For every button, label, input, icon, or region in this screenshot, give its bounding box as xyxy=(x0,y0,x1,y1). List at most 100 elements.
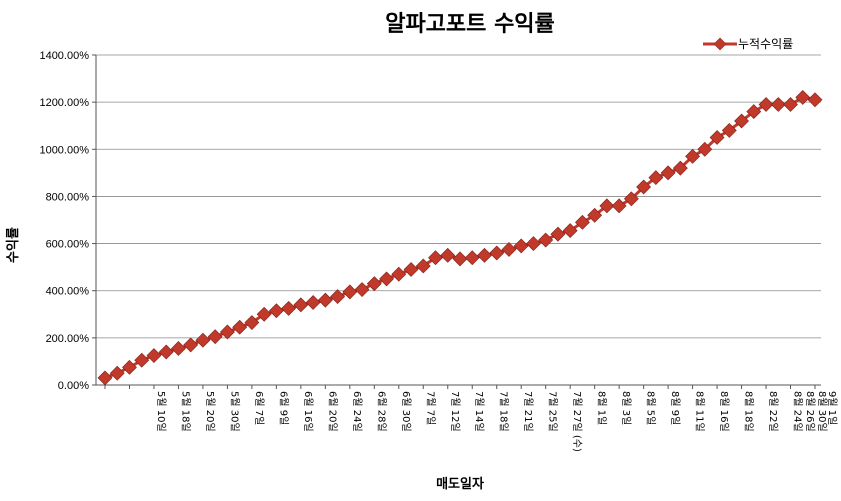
x-tick-label: 6월 9일 xyxy=(277,391,289,425)
data-point xyxy=(293,297,309,313)
data-point xyxy=(366,276,382,292)
x-tick-label: 7월 14일 xyxy=(473,391,485,432)
data-point xyxy=(281,300,297,316)
x-tick-label: 5월 30일 xyxy=(228,391,240,432)
data-point xyxy=(697,141,713,157)
data-point xyxy=(268,303,284,319)
data-point xyxy=(428,250,443,266)
x-tick-label: 8월 26일 xyxy=(804,391,816,432)
data-point xyxy=(109,365,125,381)
data-point xyxy=(171,341,186,356)
x-axis-ticks: 5월 10일 5월 18일 5월 20일 5월 30일 6월 7일 6월 9일 6월 16일… xyxy=(104,385,838,452)
data-point xyxy=(783,97,798,112)
x-tick-label: 6월 20일 xyxy=(326,391,338,432)
data-point xyxy=(734,113,749,129)
data-point xyxy=(207,329,223,345)
y-tick-label: 400.00% xyxy=(46,286,90,298)
data-point xyxy=(501,242,517,257)
data-point xyxy=(379,271,394,287)
y-tick-label: 1000.00% xyxy=(39,144,89,156)
data-point xyxy=(317,292,333,308)
data-point xyxy=(538,232,554,248)
data-point xyxy=(403,262,419,277)
axes xyxy=(95,55,821,386)
data-point xyxy=(758,97,774,112)
x-tick-label: 8월 11일 xyxy=(694,391,706,432)
x-tick-label: 6월 30일 xyxy=(400,391,412,432)
x-tick-label: 7월 18일 xyxy=(498,391,510,432)
x-tick-label: 6월 16일 xyxy=(302,391,314,432)
data-point xyxy=(219,324,235,340)
y-tick-label: 200.00% xyxy=(46,333,90,345)
y-axis-ticks: 0.00% 200.00% 400.00% 600.00% 800.00% 1000.00… xyxy=(39,50,96,392)
data-point xyxy=(648,170,664,185)
x-tick-label: 8월 5일 xyxy=(645,391,657,425)
data-point xyxy=(97,370,113,386)
data-point xyxy=(685,148,701,164)
x-tick-label: 7월 7일 xyxy=(424,391,436,425)
data-point xyxy=(489,245,505,261)
data-point xyxy=(342,284,358,300)
data-point xyxy=(440,247,456,263)
data-point xyxy=(256,306,272,322)
x-tick-label: 8월 18일 xyxy=(743,391,755,432)
data-point xyxy=(611,198,627,214)
data-point xyxy=(415,258,431,274)
x-tick-label: 9월 1일 xyxy=(826,391,838,425)
data-point xyxy=(244,315,260,330)
data-point xyxy=(477,247,492,263)
data-point xyxy=(807,92,823,108)
data-point xyxy=(146,348,162,363)
y-tick-label: 1200.00% xyxy=(39,97,89,109)
data-point xyxy=(660,165,676,181)
data-point xyxy=(452,251,468,267)
y-tick-label: 800.00% xyxy=(46,191,90,203)
data-point xyxy=(599,198,615,214)
data-point xyxy=(305,295,321,310)
x-tick-label: 6월 7일 xyxy=(253,391,265,425)
data-point xyxy=(513,238,529,254)
x-tick-label: 8월 16일 xyxy=(718,391,730,432)
data-point xyxy=(391,266,407,282)
x-tick-label: 7월 12일 xyxy=(449,391,461,432)
x-axis-title: 매도일자 xyxy=(436,477,484,492)
x-tick-label: 7월 25일 xyxy=(547,391,559,432)
data-point xyxy=(158,344,174,360)
x-tick-label: 8월 3일 xyxy=(620,391,632,425)
y-tick-label: 1400.00% xyxy=(39,50,89,62)
y-tick-label: 0.00% xyxy=(58,380,89,392)
y-tick-label: 600.00% xyxy=(46,239,90,251)
x-tick-label: 8월 1일 xyxy=(596,391,608,425)
x-tick-label: 5월 10일 xyxy=(155,391,167,432)
data-point xyxy=(526,236,541,251)
data-point xyxy=(122,359,137,375)
data-point xyxy=(746,104,762,119)
data-point xyxy=(183,337,199,353)
legend-label: 누적수익률 xyxy=(738,37,793,51)
series-cumulative-return xyxy=(97,90,823,386)
data-point xyxy=(134,352,150,368)
data-point xyxy=(195,332,211,348)
x-tick-label: 6월 28일 xyxy=(375,391,387,432)
data-point xyxy=(232,319,248,335)
x-tick-label: 5월 18일 xyxy=(179,391,191,432)
legend: 누적수익률 xyxy=(703,37,793,51)
data-point xyxy=(330,289,346,305)
x-tick-label: 8월 24일 xyxy=(792,391,804,432)
x-tick-label: 6월 24일 xyxy=(351,391,363,432)
data-point xyxy=(623,191,639,207)
data-point xyxy=(709,130,725,145)
x-tick-label: 8월 22일 xyxy=(767,391,779,432)
data-point xyxy=(795,90,811,105)
legend-marker xyxy=(713,37,727,51)
data-point xyxy=(562,223,578,239)
x-tick-label: 8월 30일 xyxy=(816,391,828,432)
data-point xyxy=(721,123,737,138)
data-point xyxy=(636,179,652,195)
x-tick-label: 5월 20일 xyxy=(204,391,216,432)
data-point xyxy=(574,214,590,230)
x-tick-label: 7월 21일 xyxy=(522,391,534,432)
x-tick-label: 7월 27일 (수) xyxy=(571,391,583,452)
data-point xyxy=(672,160,688,176)
